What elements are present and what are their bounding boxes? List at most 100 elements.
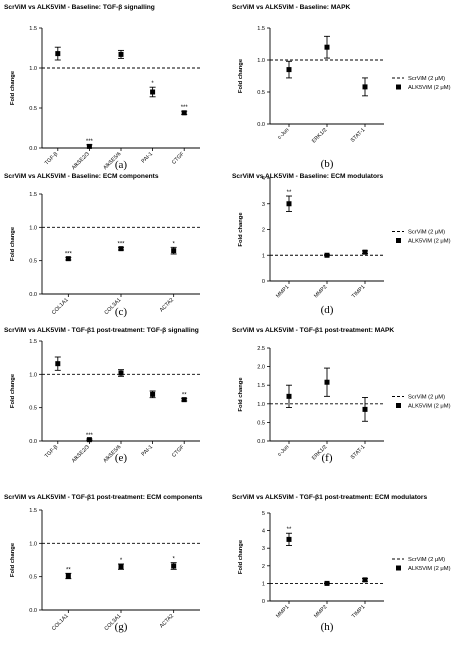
legend: ScrViM (2 μM) ALK5ViM (2 μM) — [392, 230, 451, 245]
chart-title: ScrViM vs ALK5ViM - TGF-β1 post-treatmen… — [4, 494, 203, 501]
y-tick-label: 2 — [262, 564, 265, 570]
data-point — [150, 391, 156, 397]
legend-treat-label: ALK5ViM (2 μM) — [408, 404, 451, 410]
y-tick-label: 1.5 — [257, 26, 265, 32]
legend-treat-swatch — [396, 84, 401, 90]
data-point — [324, 252, 330, 258]
y-tick-label: 1.0 — [29, 225, 37, 231]
chart-panel-5: ScrViM vs ALK5ViM - TGF-β1 post-treatmen… — [4, 327, 200, 464]
x-tick-label: MMP2 — [313, 604, 328, 619]
data-point — [362, 406, 368, 412]
chart-panel-3: ScrViM vs ALK5ViM - Baseline: ECM compon… — [4, 173, 200, 318]
y-tick-label: 0.5 — [29, 406, 37, 412]
y-tick-label: 1 — [262, 581, 265, 587]
data-point — [55, 361, 61, 367]
x-tick-label: AlkSE2/3 — [71, 444, 91, 464]
legend-ctrl-label: ScrViM (2 μM) — [408, 557, 445, 563]
chart-title: ScrViM vs ALK5ViM - Baseline: TGF-β sign… — [4, 4, 155, 11]
data-point — [150, 89, 156, 95]
data-point — [118, 51, 124, 57]
y-tick-label: 4 — [262, 176, 265, 182]
chart-panel-4: ScrViM vs ALK5ViM - Baseline: ECM modula… — [232, 173, 451, 316]
x-tick-label: CTGF — [171, 444, 186, 459]
chart-title: ScrViM vs ALK5ViM - Baseline: MAPK — [232, 4, 350, 11]
data-point — [324, 379, 330, 385]
y-tick-label: 1.0 — [257, 58, 265, 64]
y-tick-label: 0.5 — [29, 259, 37, 265]
chart-title: ScrViM vs ALK5ViM - TGF-β1 post-treatmen… — [232, 494, 427, 501]
y-tick-label: 1.5 — [257, 383, 265, 389]
chart-title: ScrViM vs ALK5ViM - TGF-β1 post-treatmen… — [232, 327, 394, 334]
x-tick-label: ERK1/2 — [311, 127, 328, 144]
data-point — [324, 44, 330, 50]
y-tick-label: 0 — [262, 279, 265, 285]
y-tick-label: 0.0 — [29, 292, 37, 298]
chart-panel-1: ScrViM vs ALK5ViM - Baseline: TGF-β sign… — [4, 4, 200, 171]
panel-letter: (g) — [115, 621, 128, 633]
significance-label: *** — [86, 433, 94, 439]
y-tick-label: 1.5 — [29, 339, 37, 345]
legend-treat-swatch — [396, 238, 401, 243]
significance-label: *** — [86, 139, 94, 145]
significance-label: ** — [287, 527, 292, 533]
legend-treat-label: ALK5ViM (2 μM) — [408, 85, 451, 91]
significance-label: * — [120, 558, 123, 564]
data-point — [286, 67, 292, 73]
data-point — [362, 249, 368, 255]
x-tick-label: c-Jun — [277, 444, 291, 458]
x-tick-label: PAI-1 — [141, 444, 155, 458]
y-tick-label: 1.0 — [29, 372, 37, 378]
x-tick-label: ACTA2 — [159, 613, 175, 629]
y-tick-label: 0.0 — [257, 439, 265, 445]
panel-letter: (h) — [321, 621, 334, 633]
data-point — [286, 393, 292, 399]
y-tick-label: 5 — [262, 511, 265, 517]
legend-treat-swatch — [396, 403, 401, 408]
data-point — [362, 84, 368, 90]
y-axis-label: Fold change — [10, 226, 16, 261]
y-tick-label: 1.5 — [29, 26, 37, 32]
significance-label: ** — [287, 190, 292, 196]
x-tick-label: MMP1 — [275, 284, 290, 299]
significance-label: *** — [117, 241, 125, 247]
data-point — [86, 143, 92, 149]
panel-letter: (c) — [115, 306, 128, 318]
y-tick-label: 0.0 — [257, 122, 265, 128]
x-tick-label: TIMP1 — [351, 604, 366, 619]
y-tick-label: 1.5 — [29, 508, 37, 514]
x-tick-label: TIMP1 — [351, 284, 366, 299]
x-tick-label: MMP1 — [275, 604, 290, 619]
data-point — [118, 246, 124, 252]
x-tick-label: COL1A1 — [51, 613, 70, 632]
data-point — [286, 536, 292, 542]
x-tick-label: CTGF — [171, 151, 186, 166]
chart-panel-2: ScrViM vs ALK5ViM - Baseline: MAPK 0.0 0.5… — [232, 4, 451, 170]
legend: ScrViM (2 μM) ALK5ViM (2 μM) — [392, 76, 451, 91]
data-point — [65, 256, 71, 262]
significance-label: * — [172, 557, 175, 563]
y-axis-label: Fold change — [238, 212, 244, 247]
data-point — [118, 370, 124, 376]
legend: ScrViM (2 μM) ALK5ViM (2 μM) — [392, 395, 451, 410]
legend-treat-label: ALK5ViM (2 μM) — [408, 566, 451, 572]
x-tick-label: AlkSE2/3 — [71, 151, 91, 171]
legend: ScrViM (2 μM) ALK5ViM (2 μM) — [392, 557, 451, 572]
panel-letter: (b) — [321, 158, 334, 170]
x-tick-label: STAT-1 — [350, 444, 367, 461]
y-tick-label: 1.0 — [29, 66, 37, 72]
y-tick-label: 1.0 — [257, 402, 265, 408]
y-axis-label: Fold change — [10, 373, 16, 408]
y-tick-label: 2.5 — [257, 346, 265, 352]
data-point — [181, 110, 187, 116]
significance-label: *** — [181, 105, 189, 111]
y-tick-label: 1.0 — [29, 541, 37, 547]
panel-letter: (d) — [321, 304, 334, 316]
legend-treat-swatch — [396, 565, 401, 571]
y-tick-label: 4 — [262, 529, 265, 535]
data-point — [286, 201, 292, 207]
x-tick-label: TGF-β — [44, 444, 59, 459]
data-point — [181, 397, 187, 403]
chart-panel-7: ScrViM vs ALK5ViM - TGF-β1 post-treatmen… — [4, 494, 203, 633]
y-tick-label: 0.0 — [29, 439, 37, 445]
data-point — [118, 564, 124, 570]
